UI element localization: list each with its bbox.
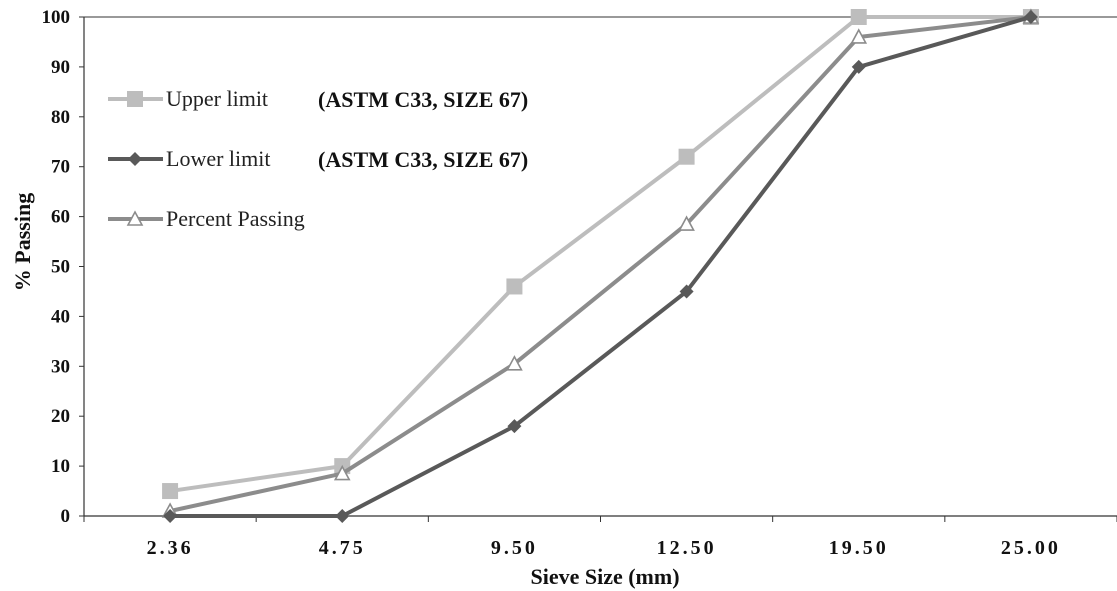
percent-passing-point xyxy=(506,355,523,371)
legend-item-percent-passing: Percent Passing xyxy=(108,206,305,231)
percent-passing-point xyxy=(678,215,695,231)
upper-limit-point xyxy=(678,148,695,165)
upper-limit-line xyxy=(169,15,1031,494)
y-tick-label: 60 xyxy=(51,207,70,228)
legend-note: (ASTM C33, SIZE 67) xyxy=(318,87,528,112)
lower-limit-line xyxy=(170,15,1032,518)
y-axis-title: % Passing xyxy=(10,193,35,291)
y-tick-label: 90 xyxy=(51,57,70,78)
y-tick-label: 100 xyxy=(42,7,71,28)
y-tick-label: 80 xyxy=(51,107,70,128)
legend-label: Lower limit xyxy=(166,146,270,171)
lower-limit-point xyxy=(1023,10,1038,24)
x-axis-title: Sieve Size (mm) xyxy=(530,564,679,589)
x-tick-label: 19.50 xyxy=(829,537,889,559)
x-tick-label: 2.36 xyxy=(147,537,194,559)
y-tick-label: 10 xyxy=(51,456,70,477)
series-percent-passing xyxy=(161,8,1040,518)
x-tick-label: 12.50 xyxy=(657,537,717,559)
y-tick-label: 30 xyxy=(51,356,70,377)
legend-swatch-marker xyxy=(127,91,143,107)
upper-limit-point xyxy=(506,278,523,295)
lower-limit-point xyxy=(163,509,178,523)
series-layer xyxy=(161,8,1040,523)
lower-limit-point xyxy=(851,59,866,74)
legend-swatch-marker xyxy=(128,152,142,166)
y-tick-label: 70 xyxy=(51,157,70,178)
legend-swatch-marker xyxy=(126,210,144,226)
y-tick-label: 40 xyxy=(51,306,70,327)
x-tick-label: 9.50 xyxy=(491,537,538,559)
upper-limit-point xyxy=(162,483,179,500)
legend-label: Upper limit xyxy=(166,86,268,111)
lower-limit-point xyxy=(335,509,350,523)
y-tick-label: 0 xyxy=(61,506,71,527)
x-tick-label: 25.00 xyxy=(1001,537,1061,559)
legend-item-lower-limit: Lower limit (ASTM C33, SIZE 67) xyxy=(108,146,528,172)
percent-passing-line xyxy=(169,15,1032,513)
legend-label: Percent Passing xyxy=(166,206,305,231)
series-upper-limit xyxy=(162,9,1039,500)
legend-item-upper-limit: Upper limit (ASTM C33, SIZE 67) xyxy=(108,86,528,112)
y-tick-label: 50 xyxy=(51,257,70,278)
upper-limit-point xyxy=(850,9,867,25)
y-tick-label: 20 xyxy=(51,406,70,427)
lower-limit-point xyxy=(679,284,694,299)
percent-passing-point xyxy=(850,28,868,44)
x-tick-label: 4.75 xyxy=(319,537,366,559)
axes: 0 10 20 30 40 50 60 70 80 90 100 2.36 4.75 9.50 12.50 1… xyxy=(42,7,1117,559)
lower-limit-point xyxy=(507,419,522,434)
percent-passing-point xyxy=(333,464,351,481)
legend-note: (ASTM C33, SIZE 67) xyxy=(318,147,528,172)
legend: Upper limit (ASTM C33, SIZE 67)Lower limi… xyxy=(108,86,528,231)
series-lower-limit xyxy=(163,10,1038,523)
